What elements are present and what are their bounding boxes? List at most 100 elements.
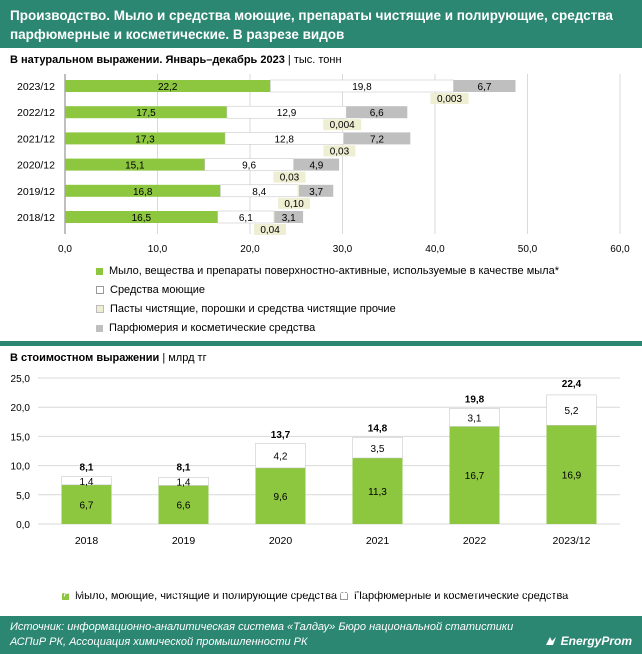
chart2-header: В стоимостном выражении | млрд тг xyxy=(10,352,207,364)
chart1-data-label: 0,03 xyxy=(280,173,300,184)
legend1-label-detergents: Средства моющие xyxy=(110,284,206,296)
chart1-data-label: 16,5 xyxy=(132,213,152,224)
chart1-data-label: 0,10 xyxy=(284,199,304,210)
legend1-swatch-pastes xyxy=(96,305,104,313)
chart1-bar-segment xyxy=(65,106,227,119)
chart1-category-label: 2018/12 xyxy=(17,212,55,224)
chart2-total-label: 22,4 xyxy=(562,379,582,390)
chart1-bar-segment xyxy=(298,184,300,197)
chart2-category-label: 2021 xyxy=(366,535,390,547)
chart1-data-label: 6,7 xyxy=(478,82,492,93)
legend1-item-soap: Мыло, вещества и препараты поверхностно-… xyxy=(96,265,559,277)
chart2-total-label: 19,8 xyxy=(465,394,485,405)
chart2-data-label: 3,1 xyxy=(468,413,482,424)
chart2-data-label: 6,6 xyxy=(177,501,191,512)
chart2-total-label: 8,1 xyxy=(177,463,191,474)
chart2-total-label: 13,7 xyxy=(271,430,291,441)
chart1-bar-segment xyxy=(343,132,344,145)
legend1-item-perfume: Парфюмерия и косметические средства xyxy=(96,322,315,334)
chart1-data-label: 6,6 xyxy=(370,108,384,119)
chart2-total-label: 14,8 xyxy=(368,424,388,435)
chart1-data-label: 22,2 xyxy=(158,82,178,93)
chart1-data-label: 0,003 xyxy=(437,94,462,105)
chart2-category-label: 2023/12 xyxy=(553,535,591,547)
chart1-category-label: 2020/12 xyxy=(17,160,55,172)
chart2-data-label: 1,4 xyxy=(80,477,94,488)
chart1-bar-segment xyxy=(274,211,275,223)
energyprom-logo-icon xyxy=(545,637,556,645)
chart1-svg: 0,0 10,0 20,0 30,0 40,0 50,0 60,0 2023/12 22,2 19… xyxy=(17,74,630,255)
legend1-swatch-soap xyxy=(96,267,103,275)
chart1-category-label: 2023/12 xyxy=(17,81,55,93)
chart2-y-tick-label: 25,0 xyxy=(11,374,31,385)
chart1-data-label: 4,9 xyxy=(309,161,323,172)
chart1-data-label: 12,8 xyxy=(274,134,294,145)
legend1-label-perfume: Парфюмерия и косметические средства xyxy=(109,322,316,334)
chart2-y-tick-label: 5,0 xyxy=(16,491,30,502)
chart1-x-tick-label: 20,0 xyxy=(240,244,260,255)
chart-panel-value: В стоимостном выражении | млрд тг 0,0 5,0… xyxy=(0,346,642,616)
chart2-bar-segment xyxy=(449,426,500,524)
chart1-data-label: 8,4 xyxy=(252,187,266,198)
chart2-bar-segment xyxy=(158,477,209,486)
logo-text: EnergyProm xyxy=(560,634,632,648)
chart1-small-value-box xyxy=(254,224,287,235)
chart2-title: В стоимостном выражении xyxy=(10,352,160,364)
chart2-category-label: 2020 xyxy=(269,535,293,547)
chart2-data-label: 9,6 xyxy=(274,492,288,503)
chart1-small-value-box xyxy=(430,93,469,104)
chart1-data-label: 3,7 xyxy=(309,187,323,198)
chart1-data-label: 3,1 xyxy=(282,213,296,224)
chart2-data-label: 5,2 xyxy=(565,406,579,417)
chart1-data-label: 17,5 xyxy=(136,108,156,119)
chart1-data-label: 16,8 xyxy=(133,187,153,198)
chart1-x-tick-label: 50,0 xyxy=(518,244,538,255)
chart2-category-label: 2018 xyxy=(75,535,99,547)
page-title: Производство. Мыло и средства моющие, пр… xyxy=(10,8,613,42)
chart1-bar-segment xyxy=(453,80,516,92)
chart2-bar-segment xyxy=(255,443,306,469)
chart1-bar-segment xyxy=(299,184,334,197)
chart1-unit: | тыс. тонн xyxy=(284,54,342,66)
chart2-bar-segment xyxy=(449,408,500,427)
chart1-bar-segment xyxy=(65,211,218,223)
legend1-item-detergents: Средства моющие xyxy=(96,284,205,296)
chart1-bar-segment xyxy=(65,132,226,145)
chart2-y-tick-label: 15,0 xyxy=(11,432,31,443)
legend2-label-perfume: Парфюмерные и косметические средства xyxy=(354,590,569,602)
chart1-data-label: 15,1 xyxy=(125,161,145,172)
chart2-data-label: 4,2 xyxy=(274,452,288,463)
chart2-data-label: 16,7 xyxy=(465,471,485,482)
chart2-data-label: 16,9 xyxy=(562,471,582,482)
legend1-swatch-detergents xyxy=(96,286,104,294)
chart1-data-label: 9,6 xyxy=(242,161,256,172)
chart2-bar-segment xyxy=(61,476,112,486)
chart1-data-label: 6,1 xyxy=(239,213,253,224)
chart2-bar-segment xyxy=(255,467,306,524)
legend2-item-soap: Мыло, моющие, чистящие и полирующие сред… xyxy=(62,590,337,602)
chart2-data-label: 6,7 xyxy=(80,500,94,511)
chart1-x-tick-label: 40,0 xyxy=(425,244,445,255)
chart1-bar-segment xyxy=(65,184,221,197)
legend2-label-soap: Мыло, моющие, чистящие и полирующие сред… xyxy=(75,590,337,602)
chart1-bar-segment xyxy=(343,132,411,145)
chart1-title: В натуральном выражении. Январь–декабрь … xyxy=(10,54,285,66)
chart1-small-value-box xyxy=(323,145,356,157)
chart1-x-tick-label: 0,0 xyxy=(58,244,72,255)
chart2-bar-segment xyxy=(352,437,403,459)
chart1-x-tick-label: 60,0 xyxy=(610,244,630,255)
legend2-item-perfume: Парфюмерные и косметические средства xyxy=(340,590,568,602)
chart1-data-label: 17,3 xyxy=(135,134,155,145)
chart1-small-value-box xyxy=(273,171,306,183)
chart2-data-label: 3,5 xyxy=(371,444,385,455)
chart1-data-label: 0,03 xyxy=(330,146,350,157)
chart1-data-label: 19,8 xyxy=(352,82,372,93)
chart1-bar-segment xyxy=(293,158,340,171)
chart1-data-label: 12,9 xyxy=(277,108,297,119)
legend2-swatch-perfume xyxy=(340,592,348,600)
logo: EnergyProm xyxy=(544,634,632,648)
chart1-category-label: 2021/12 xyxy=(17,133,55,145)
chart1-header: В натуральном выражении. Январь–декабрь … xyxy=(10,54,342,66)
chart2-svg: 0,0 5,0 10,0 15,0 20,0 25,0 6,7 1,4 8,1 2018 6,6 1,… xyxy=(11,374,620,547)
chart2-data-label: 11,3 xyxy=(368,487,387,498)
